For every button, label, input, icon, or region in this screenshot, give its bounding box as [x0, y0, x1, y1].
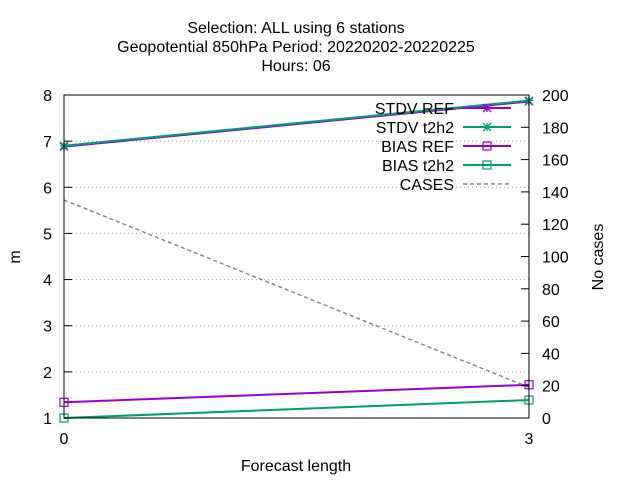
legend-label: CASES [400, 177, 454, 194]
y2-tick-label: 120 [542, 217, 569, 234]
y2-tick-label: 180 [542, 120, 569, 137]
plot-frame [63, 94, 530, 419]
y-tick-label: 4 [43, 273, 52, 290]
y2-axis-label: No cases [590, 224, 607, 291]
grid [64, 140, 529, 373]
title-line: Selection: ALL using 6 stations [187, 20, 404, 37]
series-lines [59, 96, 534, 423]
series-line [63, 383, 530, 404]
y2-tick-label: 40 [542, 346, 560, 363]
legend-label: BIAS REF [381, 139, 454, 156]
y-tick-label: 6 [43, 180, 52, 197]
y2-tick-label: 0 [542, 411, 551, 428]
y2-tick-label: 100 [542, 250, 569, 267]
point-marker [482, 103, 492, 113]
y-tick-label: 8 [43, 88, 52, 105]
legend: STDV REF STDV t2h2 BIAS REF BIAS t2h2 CASES [375, 101, 511, 194]
title-line: Geopotential 850hPa Period: 20220202-202… [117, 39, 475, 56]
legend-label: BIAS t2h2 [382, 158, 454, 175]
y2-tick-label: 20 [542, 379, 560, 396]
legend-label: STDV REF [375, 101, 454, 118]
x-tick-label: 0 [60, 431, 69, 448]
title-line: Hours: 06 [261, 58, 330, 75]
y2-tick-label: 200 [542, 88, 569, 105]
series-line [63, 99, 530, 147]
y-tick-label: 7 [43, 134, 52, 151]
series-line [63, 199, 530, 388]
y-tick-label: 3 [43, 319, 52, 336]
y2-tick-label: 140 [542, 185, 569, 202]
point-marker [482, 122, 492, 132]
y-tick-label: 1 [43, 411, 52, 428]
y2-tick-label: 80 [542, 282, 560, 299]
y-tick-label: 5 [43, 226, 52, 243]
y-tick-label: 2 [43, 365, 52, 382]
series-line [63, 399, 530, 419]
legend-label: STDV t2h2 [376, 120, 454, 137]
y-axis-label: m [7, 250, 24, 263]
y2-tick-label: 60 [542, 314, 560, 331]
chart-title: Selection: ALL using 6 stations Geopotent… [117, 20, 475, 75]
x-axis-label: Forecast length [241, 458, 351, 475]
point-marker [482, 141, 492, 151]
point-marker [482, 160, 492, 170]
y2-tick-label: 160 [542, 153, 569, 170]
x-tick-label: 3 [525, 431, 534, 448]
